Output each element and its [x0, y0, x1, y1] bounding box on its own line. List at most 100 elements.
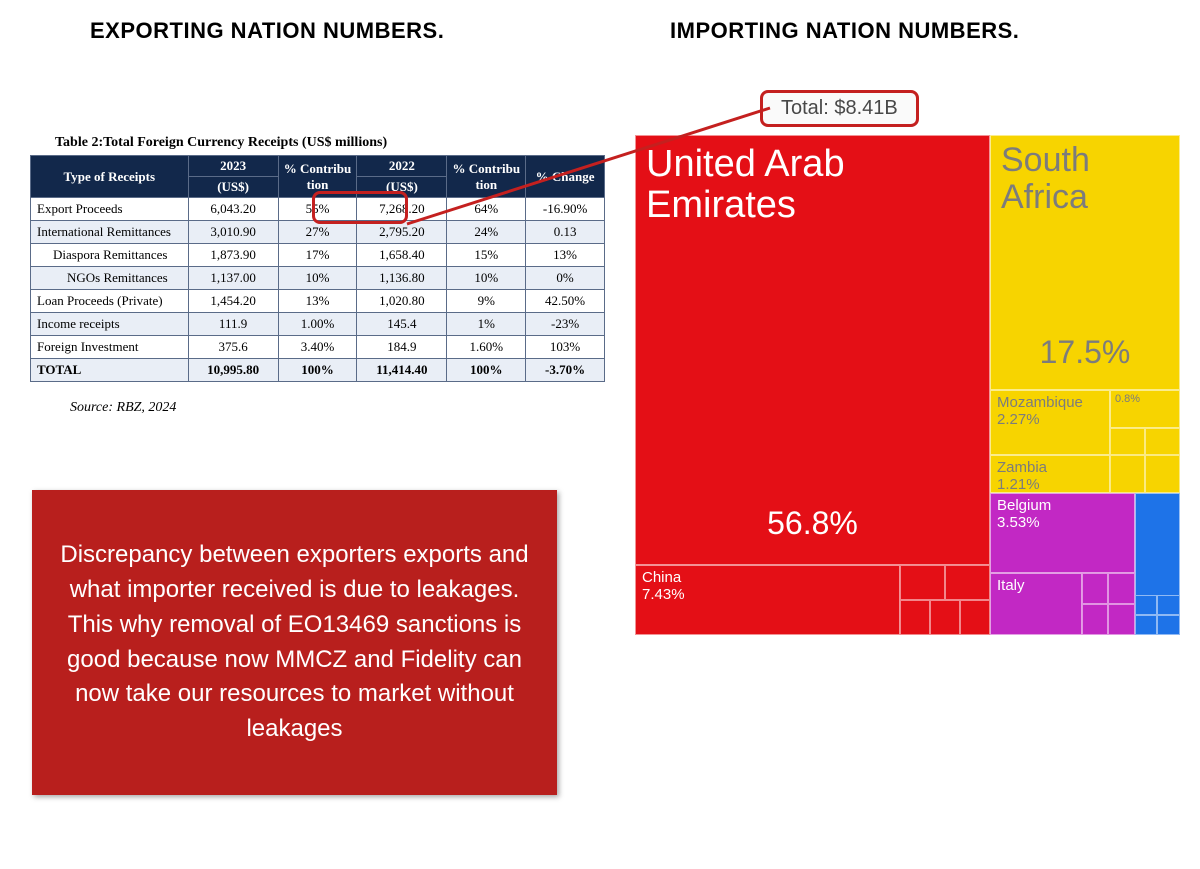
treemap-pct: 17.5%: [1040, 334, 1131, 371]
cell-contrib2: 9%: [447, 290, 526, 313]
heading-importing: IMPORTING NATION NUMBERS.: [670, 18, 1019, 44]
treemap-filler: [1157, 595, 1180, 615]
treemap-label: Zambia: [997, 459, 1103, 476]
table-row: Diaspora Remittances1,873.9017%1,658.401…: [31, 244, 605, 267]
cell-change: -16.90%: [526, 198, 605, 221]
th-2023-sub: (US$): [188, 177, 278, 198]
table-total-row: TOTAL10,995.80100%11,414.40100%-3.70%: [31, 359, 605, 382]
cell-contrib2: 10%: [447, 267, 526, 290]
import-treemap: United Arab Emirates 56.8% China7.43% South…: [635, 135, 1180, 635]
cell-contrib1: 3.40%: [278, 336, 357, 359]
cell-contrib2: 24%: [447, 221, 526, 244]
cell-change: 13%: [526, 244, 605, 267]
treemap-filler: [1145, 428, 1180, 455]
treemap-filler: [1108, 573, 1135, 604]
treemap-filler: [1135, 615, 1157, 635]
th-2023: 2023: [188, 156, 278, 177]
heading-exporting: EXPORTING NATION NUMBERS.: [90, 18, 444, 44]
cell-2023: 10,995.80: [188, 359, 278, 382]
cell-contrib1: 27%: [278, 221, 357, 244]
cell-change: -3.70%: [526, 359, 605, 382]
callout-box: Discrepancy between exporters exports an…: [32, 490, 557, 795]
cell-contrib2: 100%: [447, 359, 526, 382]
total-badge: Total: $8.41B: [760, 90, 919, 127]
cell-2022: 1,136.80: [357, 267, 447, 290]
treemap-filler: [1108, 604, 1135, 635]
cell-2023: 3,010.90: [188, 221, 278, 244]
cell-2023: 111.9: [188, 313, 278, 336]
cell-2023: 1,873.90: [188, 244, 278, 267]
treemap-cell: Italy: [990, 573, 1082, 635]
cell-2023: 375.6: [188, 336, 278, 359]
foreign-currency-table-wrap: Table 2:Total Foreign Currency Receipts …: [30, 135, 605, 416]
treemap-filler: [1135, 595, 1157, 615]
treemap-cell: China7.43%: [635, 565, 900, 635]
treemap-filler: [945, 565, 990, 600]
treemap-filler: [1110, 455, 1145, 493]
cell-contrib2: 64%: [447, 198, 526, 221]
treemap-cell: United Arab Emirates 56.8%: [635, 135, 990, 565]
cell-contrib1: 100%: [278, 359, 357, 382]
th-type: Type of Receipts: [31, 156, 189, 198]
treemap-filler: [1082, 604, 1108, 635]
cell-contrib1: 1.00%: [278, 313, 357, 336]
treemap-filler: [1157, 615, 1180, 635]
cell-label: Export Proceeds: [31, 198, 189, 221]
cell-2023: 6,043.20: [188, 198, 278, 221]
cell-contrib2: 15%: [447, 244, 526, 267]
treemap-filler: [900, 565, 945, 600]
th-2022-sub: (US$): [357, 177, 447, 198]
cell-label: International Remittances: [31, 221, 189, 244]
cell-2022: 1,658.40: [357, 244, 447, 267]
cell-2022: 184.9: [357, 336, 447, 359]
treemap-cell: 0.8%: [1110, 390, 1180, 428]
treemap-label: United Arab Emirates: [646, 144, 979, 226]
treemap-label: Italy: [997, 577, 1075, 594]
treemap-pct: 2.27%: [997, 411, 1103, 428]
th-contrib2: % Contribu tion: [447, 156, 526, 198]
cell-2022: 11,414.40: [357, 359, 447, 382]
treemap-pct: 56.8%: [767, 505, 858, 542]
treemap-cell: South Africa17.5%: [990, 135, 1180, 390]
treemap-pct: 1.21%: [997, 476, 1103, 493]
cell-change: 0.13: [526, 221, 605, 244]
cell-contrib2: 1.60%: [447, 336, 526, 359]
table-row: International Remittances3,010.9027%2,79…: [31, 221, 605, 244]
cell-label: Diaspora Remittances: [31, 244, 189, 267]
table-source: Source: RBZ, 2024: [70, 400, 605, 416]
cell-change: 103%: [526, 336, 605, 359]
foreign-currency-table: Type of Receipts 2023 % Contribu tion 20…: [30, 155, 605, 382]
table-row: Export Proceeds6,043.2055%7,268.2064%-16…: [31, 198, 605, 221]
cell-2022: 7,268.20: [357, 198, 447, 221]
th-contrib1: % Contribu tion: [278, 156, 357, 198]
treemap-label: Mozambique: [997, 394, 1103, 411]
cell-contrib1: 17%: [278, 244, 357, 267]
cell-2022: 1,020.80: [357, 290, 447, 313]
cell-2023: 1,137.00: [188, 267, 278, 290]
table-row: Loan Proceeds (Private)1,454.2013%1,020.…: [31, 290, 605, 313]
table-row: Foreign Investment375.63.40%184.91.60%10…: [31, 336, 605, 359]
treemap-filler: [1145, 455, 1180, 493]
cell-2022: 2,795.20: [357, 221, 447, 244]
cell-label: Loan Proceeds (Private): [31, 290, 189, 313]
cell-label: Income receipts: [31, 313, 189, 336]
table-row: Income receipts111.91.00%145.41%-23%: [31, 313, 605, 336]
cell-change: -23%: [526, 313, 605, 336]
cell-2022: 145.4: [357, 313, 447, 336]
treemap-filler: [930, 600, 960, 635]
cell-change: 42.50%: [526, 290, 605, 313]
treemap-cell: Mozambique2.27%: [990, 390, 1110, 455]
cell-label: Foreign Investment: [31, 336, 189, 359]
cell-contrib1: 13%: [278, 290, 357, 313]
treemap-filler: [960, 600, 990, 635]
cell-label: NGOs Remittances: [31, 267, 189, 290]
treemap-label: Belgium: [997, 497, 1128, 514]
th-2022: 2022: [357, 156, 447, 177]
cell-change: 0%: [526, 267, 605, 290]
treemap-pct: 7.43%: [642, 586, 893, 603]
cell-2023: 1,454.20: [188, 290, 278, 313]
treemap-cell: Zambia1.21%: [990, 455, 1110, 493]
treemap-pct: 0.8%: [1111, 391, 1179, 407]
treemap-filler: [900, 600, 930, 635]
callout-text: Discrepancy between exporters exports an…: [52, 538, 537, 747]
